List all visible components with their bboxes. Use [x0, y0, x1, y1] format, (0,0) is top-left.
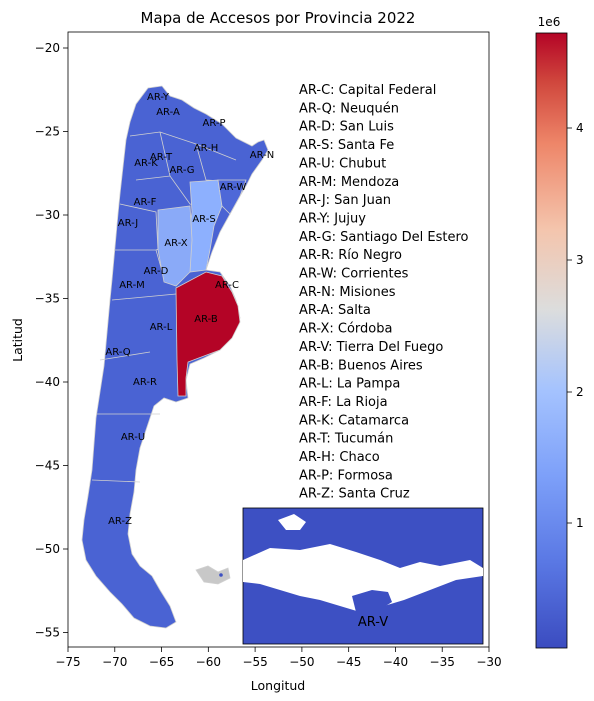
x-tick-label: −75: [55, 655, 80, 669]
legend-line: AR-D: San Luis: [299, 120, 394, 135]
province-buenos-aires: [175, 271, 241, 397]
region-label: AR-A: [156, 107, 180, 118]
legend-line: AR-V: Tierra Del Fuego: [299, 340, 443, 355]
x-tick-label: −50: [289, 655, 314, 669]
region-label: AR-D: [144, 266, 169, 277]
y-tick-label: −30: [35, 208, 60, 222]
x-tick-label: −35: [430, 655, 455, 669]
region-label: AR-C: [215, 280, 239, 291]
region-label: AR-U: [121, 432, 145, 443]
y-tick-label: −25: [35, 125, 60, 139]
inset-map: AR-V: [242, 507, 484, 645]
y-tick-label: −55: [35, 626, 60, 640]
y-tick-label: −35: [35, 292, 60, 306]
y-tick-label: −45: [35, 459, 60, 473]
inset-land-gaps: [243, 514, 483, 612]
chart-title: Mapa de Accesos por Provincia 2022: [141, 9, 416, 27]
y-tick-label: −40: [35, 375, 60, 389]
x-tick-label: −30: [476, 655, 501, 669]
region-label: AR-K: [134, 158, 158, 169]
y-tick-label: −20: [35, 41, 60, 55]
region-label: AR-B: [194, 314, 218, 325]
region-label: AR-X: [164, 238, 187, 249]
legend-line: AR-N: Misiones: [299, 285, 396, 300]
x-axis: −75 −70 −65 −60 −55 −50 −45 −40 −35 −30: [55, 647, 502, 669]
region-label: AR-L: [150, 322, 173, 333]
argentina-mainland: [81, 85, 269, 629]
x-tick-label: −65: [149, 655, 174, 669]
region-label: AR-P: [202, 118, 225, 129]
region-label: AR-G: [169, 165, 194, 176]
legend-line: AR-L: La Pampa: [299, 377, 400, 392]
province-borders: [91, 131, 241, 483]
legend-line: AR-M: Mendoza: [299, 175, 399, 190]
colorbar-tick-label: 3: [576, 253, 584, 267]
colorbar: 1e6 1 2 3 4: [535, 15, 584, 649]
province-cordoba: [157, 205, 193, 287]
inset-label: AR-V: [358, 615, 388, 630]
region-label: AR-W: [220, 182, 247, 193]
legend-line: AR-T: Tucumán: [299, 432, 393, 447]
legend-line: AR-W: Corrientes: [299, 267, 409, 282]
legend-line: AR-R: Río Negro: [299, 248, 402, 263]
region-label: AR-Y: [147, 92, 170, 103]
legend-line: AR-K: Catamarca: [299, 413, 409, 428]
x-tick-label: −45: [336, 655, 361, 669]
legend-line: AR-H: Chaco: [299, 450, 380, 465]
province-legend: AR-C: Capital Federal AR-Q: Neuquén AR-D: …: [299, 83, 469, 502]
x-tick-label: −55: [242, 655, 267, 669]
legend-line: AR-S: Santa Fe: [299, 138, 394, 153]
colorbar-tick-label: 2: [576, 385, 584, 399]
y-tick-label: −50: [35, 542, 60, 556]
axes-frame: [67, 31, 490, 648]
legend-line: AR-X: Córdoba: [299, 322, 392, 337]
legend-line: AR-U: Chubut: [299, 156, 386, 171]
islands-marker: [219, 573, 223, 577]
y-axis: −20 −25 −30 −35 −40 −45 −50 −55: [35, 41, 68, 640]
y-axis-label: Latitud: [10, 318, 25, 362]
region-label: AR-J: [118, 218, 139, 229]
colorbar-exponent: 1e6: [538, 15, 561, 29]
legend-line: AR-Y: Jujuy: [299, 211, 366, 226]
region-label: AR-N: [250, 150, 274, 161]
x-tick-label: −60: [196, 655, 221, 669]
region-label: AR-F: [134, 197, 157, 208]
legend-line: AR-P: Formosa: [299, 468, 393, 483]
inset-coast: [352, 590, 392, 612]
region-label: AR-R: [133, 377, 157, 388]
x-tick-label: −70: [102, 655, 127, 669]
region-label: AR-S: [192, 214, 215, 225]
colorbar-ticks: 1 2 3 4: [567, 121, 584, 530]
provinces: [81, 85, 269, 629]
legend-line: AR-G: Santiago Del Estero: [299, 230, 469, 245]
region-label: AR-H: [194, 143, 219, 154]
colorbar-tick-label: 4: [576, 121, 584, 135]
province-corrientes: [217, 179, 247, 215]
map-axes: AR-Y AR-A AR-P AR-H AR-N AR-TAR-K AR-G AR-W AR-F…: [10, 31, 502, 693]
islands: [195, 565, 231, 585]
legend-line: AR-F: La Rioja: [299, 395, 388, 410]
legend-line: AR-J: San Juan: [299, 193, 391, 208]
region-labels: AR-Y AR-A AR-P AR-H AR-N AR-TAR-K AR-G AR-W AR-F…: [105, 92, 274, 527]
region-label: AR-T: [150, 152, 173, 163]
x-axis-label: Longitud: [251, 678, 305, 693]
legend-line: AR-B: Buenos Aires: [299, 358, 423, 373]
region-label: AR-Q: [105, 347, 130, 358]
colorbar-tick-label: 1: [576, 516, 584, 530]
legend-line: AR-Z: Santa Cruz: [299, 487, 410, 502]
region-label: AR-M: [119, 280, 145, 291]
legend-line: AR-Q: Neuquén: [299, 101, 399, 116]
colorbar-gradient: [535, 32, 568, 649]
legend-line: AR-C: Capital Federal: [299, 83, 436, 98]
x-tick-label: −40: [383, 655, 408, 669]
region-label: AR-Z: [108, 516, 132, 527]
legend-line: AR-A: Salta: [299, 303, 371, 318]
